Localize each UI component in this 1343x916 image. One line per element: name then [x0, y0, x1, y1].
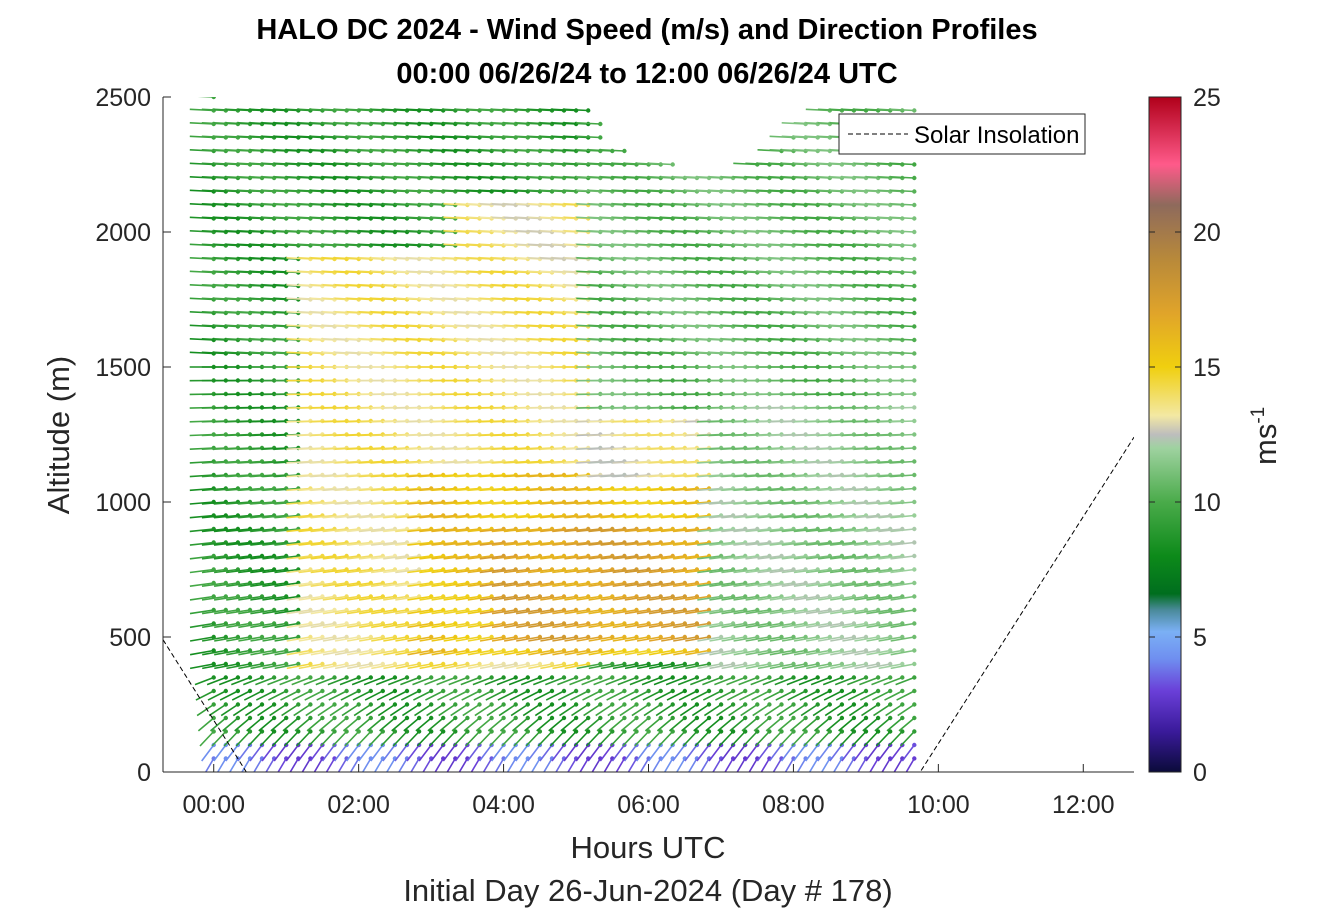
colorbar-label: ms-1	[1248, 407, 1283, 465]
plot-area: 00:00 02:00 04:00 06:00 08:00 10:00 12:00 0 500…	[95, 84, 1134, 819]
x-tick-label: 08:00	[762, 791, 825, 819]
colorbar-tick-label: 15	[1193, 354, 1221, 382]
chart-title: HALO DC 2024 - Wind Speed (m/s) and Dire…	[256, 14, 1037, 46]
x-tick-label: 12:00	[1052, 791, 1115, 819]
colorbar-gradient	[1149, 97, 1181, 772]
y-axis: 0 500 1000 1500 2000 2500	[95, 84, 171, 787]
legend: Solar Insolation	[839, 114, 1085, 154]
colorbar-tick-label: 10	[1193, 489, 1221, 517]
colorbar: 0 5 10 15 20 25 ms-1	[1149, 84, 1283, 787]
colorbar-tick-label: 5	[1193, 624, 1207, 652]
y-tick-label: 0	[137, 759, 151, 787]
x-tick-label: 04:00	[472, 791, 535, 819]
y-tick-label: 1000	[95, 489, 151, 517]
x-tick-label: 06:00	[617, 791, 680, 819]
colorbar-label-superscript: -1	[1248, 407, 1269, 424]
x-axis-sublabel: Initial Day 26-Jun-2024 (Day # 178)	[403, 873, 892, 908]
colorbar-tick-label: 0	[1193, 759, 1207, 787]
colorbar-tick-label: 20	[1193, 219, 1221, 247]
x-tick-label: 10:00	[907, 791, 970, 819]
chart-subtitle: 00:00 06/26/24 to 12:00 06/26/24 UTC	[396, 58, 897, 90]
y-tick-label: 1500	[95, 354, 151, 382]
x-tick-label: 02:00	[327, 791, 390, 819]
y-axis-label: Altitude (m)	[41, 356, 76, 514]
legend-label-solar-insolation: Solar Insolation	[914, 122, 1079, 149]
x-tick-label: 00:00	[182, 791, 245, 819]
x-axis-label: Hours UTC	[570, 830, 725, 865]
y-tick-label: 2000	[95, 219, 151, 247]
y-tick-label: 500	[109, 624, 151, 652]
y-tick-label: 2500	[95, 84, 151, 112]
colorbar-tick-label: 25	[1193, 84, 1221, 112]
